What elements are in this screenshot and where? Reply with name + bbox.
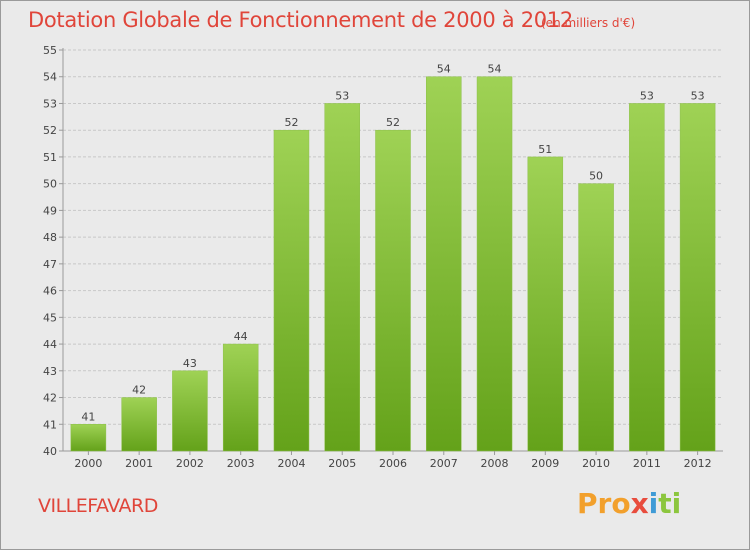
logo-part-2: x — [630, 487, 649, 520]
bar-value-label: 44 — [234, 330, 248, 343]
bar-value-label: 42 — [132, 384, 146, 397]
y-tick-label: 41 — [43, 418, 57, 431]
bar-2011 — [629, 103, 665, 452]
y-tick-label: 40 — [43, 445, 57, 458]
bar-2003 — [222, 343, 259, 452]
bar-2008 — [476, 76, 513, 452]
bar-2000 — [70, 424, 107, 452]
bar-2007 — [426, 76, 462, 452]
y-tick-label: 52 — [43, 124, 57, 137]
x-tick-label: 2003 — [227, 457, 255, 470]
x-tick-label: 2000 — [74, 457, 102, 470]
y-tick-label: 44 — [43, 338, 57, 351]
x-tick-label: 2004 — [277, 457, 305, 470]
y-tick-label: 54 — [43, 71, 57, 84]
chart-title: Dotation Globale de Fonctionnement de 20… — [28, 8, 573, 32]
commune-name: VILLEFAVARD — [38, 495, 158, 517]
x-tick-label: 2008 — [481, 457, 509, 470]
y-tick-label: 42 — [43, 392, 57, 405]
x-tick-label: 2002 — [176, 457, 204, 470]
logo-part-3: i — [648, 487, 659, 520]
bar-value-label: 53 — [335, 89, 349, 102]
bar-value-label: 50 — [589, 170, 603, 183]
y-tick-label: 48 — [43, 231, 57, 244]
y-tick-label: 47 — [43, 258, 57, 271]
bar-2006 — [375, 129, 411, 452]
bar-value-label: 53 — [640, 89, 654, 102]
logo-part-1: Pro — [577, 487, 631, 520]
x-tick-label: 2010 — [582, 457, 610, 470]
bar-value-label: 52 — [386, 116, 400, 129]
bar-value-label: 41 — [81, 410, 95, 423]
bar-value-label: 53 — [691, 89, 705, 102]
bar-2009 — [527, 156, 564, 452]
y-tick-label: 51 — [43, 151, 57, 164]
bar-2012 — [679, 103, 716, 452]
bar-2010 — [578, 183, 614, 452]
bar-value-label: 43 — [183, 357, 197, 370]
proxiti-logo: Proxiti — [577, 487, 681, 520]
y-tick-label: 46 — [43, 285, 57, 298]
x-tick-label: 2011 — [633, 457, 661, 470]
y-tick-label: 55 — [43, 44, 57, 57]
bar-value-label: 52 — [284, 116, 298, 129]
bar-2004 — [273, 129, 310, 452]
y-tick-label: 53 — [43, 97, 57, 110]
y-tick-label: 43 — [43, 365, 57, 378]
bar-value-label: 54 — [437, 63, 451, 76]
y-tick-label: 49 — [43, 204, 57, 217]
x-tick-label: 2009 — [531, 457, 559, 470]
y-tick-label: 50 — [43, 178, 57, 191]
x-tick-label: 2007 — [430, 457, 458, 470]
bar-value-label: 51 — [538, 143, 552, 156]
x-tick-label: 2006 — [379, 457, 407, 470]
bar-2001 — [121, 397, 157, 452]
chart-subtitle: (en milliers d'€) — [541, 16, 636, 30]
bar-2002 — [172, 370, 208, 452]
bar-2005 — [324, 103, 360, 452]
x-tick-label: 2005 — [328, 457, 356, 470]
logo-part-4: ti — [658, 487, 682, 520]
y-tick-label: 45 — [43, 311, 57, 324]
bar-value-label: 54 — [488, 63, 502, 76]
x-tick-label: 2012 — [684, 457, 712, 470]
x-tick-label: 2001 — [125, 457, 153, 470]
